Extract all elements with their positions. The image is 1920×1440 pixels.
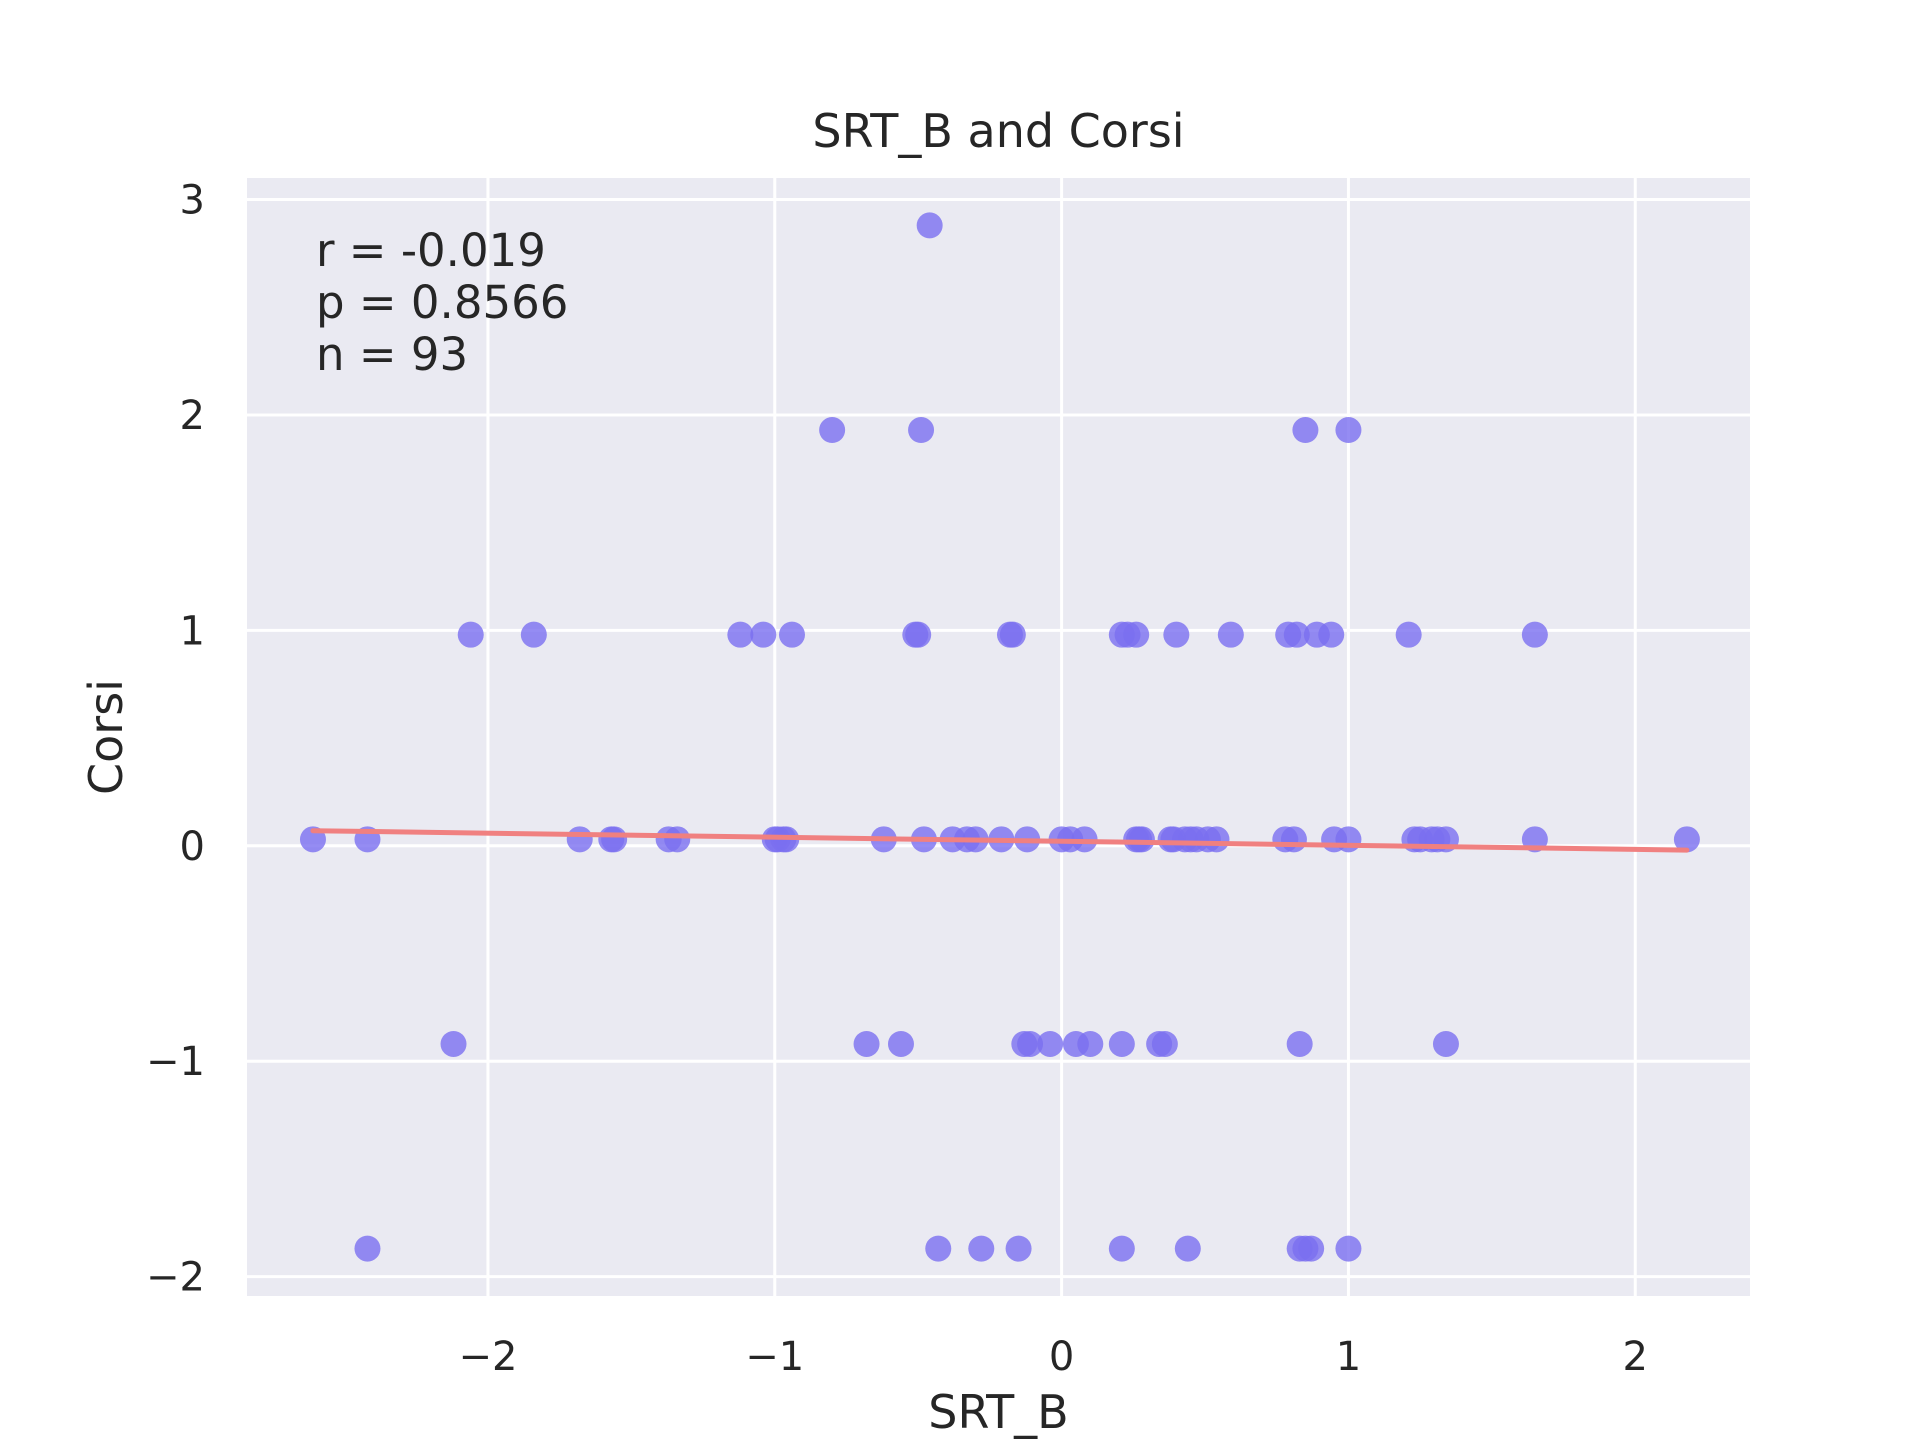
data-point [1037,1030,1064,1057]
data-point [1217,621,1244,648]
x-tick-label: 2 [1623,1334,1648,1380]
x-axis-label: SRT_B [928,1385,1068,1439]
data-point [1286,1030,1313,1057]
data-point [905,621,932,648]
data-point [1395,621,1422,648]
data-point [1108,1030,1135,1057]
y-tick-label: 3 [180,178,205,224]
data-point [1005,1235,1032,1262]
stat-r: r = -0.019 [316,224,546,277]
regression-line [310,828,1690,853]
data-point [1335,417,1362,444]
data-point [999,621,1026,648]
data-point [1335,1235,1362,1262]
x-tick-labels: −2 −1 0 1 2 [458,1334,1648,1380]
data-point [1017,1030,1044,1057]
y-axis-label: Corsi [79,679,133,795]
data-point [440,1030,467,1057]
stat-n: n = 93 [316,328,468,381]
data-point [750,621,777,648]
data-point [778,621,805,648]
data-point [819,417,846,444]
data-point [1318,621,1345,648]
data-point [1108,1235,1135,1262]
data-point [1157,826,1184,853]
data-point [1335,826,1362,853]
x-tick-label: 0 [1049,1334,1074,1380]
data-point [1283,621,1310,648]
data-point [1123,621,1150,648]
data-point [887,1030,914,1057]
data-point [1432,1030,1459,1057]
chart-title: SRT_B and Corsi [812,104,1184,158]
y-tick-label: 1 [180,608,205,654]
y-tick-label: 0 [180,824,205,870]
x-tick-label: 1 [1336,1334,1361,1380]
stats-annotation: r = -0.019 p = 0.8566 n = 93 [316,224,568,381]
data-point [1128,826,1155,853]
x-tick-label: −1 [745,1334,804,1380]
data-point [1163,621,1190,648]
y-tick-label: −2 [146,1255,205,1301]
x-tick-label: −2 [458,1334,517,1380]
data-point [601,826,628,853]
data-point [1673,826,1700,853]
data-point [566,826,593,853]
data-point [1077,1030,1104,1057]
data-point [1521,621,1548,648]
data-point [727,621,754,648]
data-point [908,417,935,444]
plot-background [247,178,1750,1296]
data-point [916,212,943,239]
stat-p: p = 0.8566 [316,276,568,329]
data-point [853,1030,880,1057]
data-point [1292,417,1319,444]
y-tick-labels: −2 −1 0 1 2 3 [146,178,205,1301]
data-point [664,826,691,853]
data-point [925,1235,952,1262]
data-point [354,1235,381,1262]
y-tick-label: 2 [180,393,205,439]
data-point [457,621,484,648]
data-point [1298,1235,1325,1262]
fit-line [310,828,1690,853]
data-point [1151,1030,1178,1057]
data-point [1280,826,1307,853]
data-point [1203,826,1230,853]
data-point [968,1235,995,1262]
data-point [520,621,547,648]
y-tick-label: −1 [146,1039,205,1085]
data-point [1174,1235,1201,1262]
